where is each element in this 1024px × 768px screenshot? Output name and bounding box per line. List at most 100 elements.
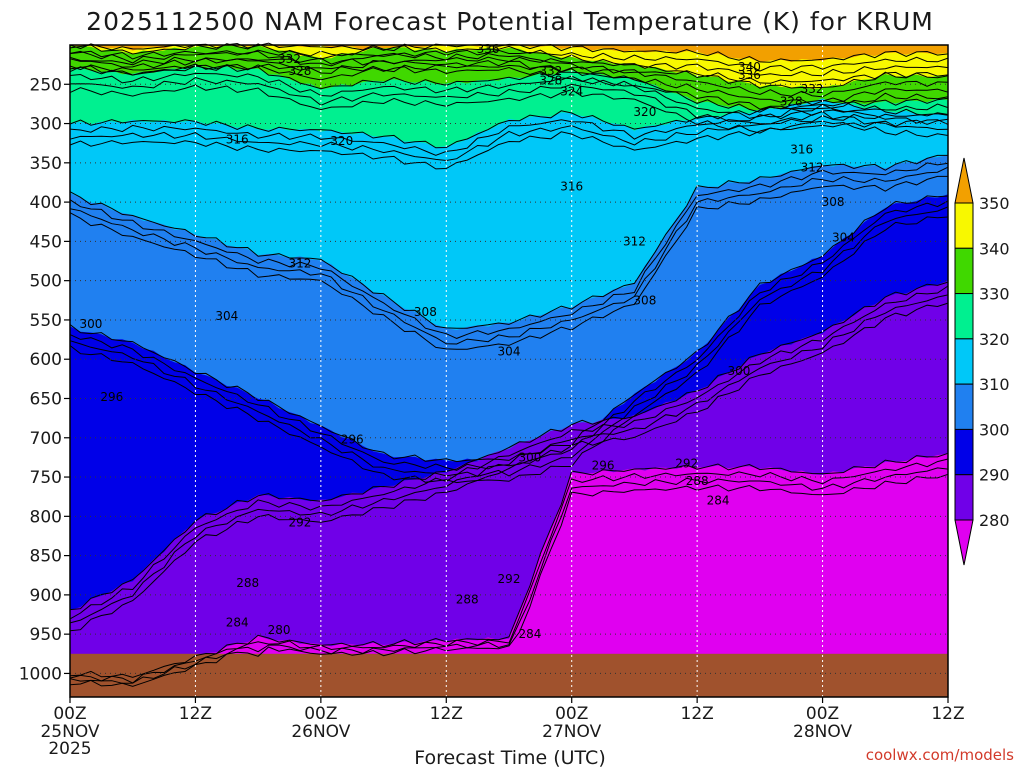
colorbar-segment-1 [954, 247, 974, 295]
contour-label-36: 288 [456, 593, 479, 607]
contour-label-9: 328 [780, 95, 803, 109]
contour-label-16: 308 [822, 195, 845, 209]
x-tick-time-0: 00Z [53, 704, 86, 724]
colorbar-label-290: 290 [979, 466, 1010, 485]
y-tick-label-450: 450 [30, 232, 62, 252]
plot-area [70, 45, 948, 698]
contour-line-300-0 [69, 195, 949, 463]
y-tick-label-850: 850 [30, 547, 62, 567]
y-tick-label-350: 350 [30, 154, 62, 174]
x-tick-date-2: 26NOV [291, 722, 350, 742]
y-tick-label-950: 950 [30, 625, 62, 645]
contour-label-6: 340 [738, 60, 761, 74]
contour-label-0: 336 [477, 42, 500, 56]
y-axis: 250 300 350 400 450 500 550 600 650 700 750 800 850 9… [19, 75, 70, 684]
colorbar-segment-3 [954, 338, 974, 385]
contour-line-280-1 [69, 458, 949, 684]
contour-label-39: 284 [518, 627, 541, 641]
x-tick-time-4: 00Z [555, 704, 588, 724]
contour-line-300-2 [69, 206, 949, 477]
contour-label-30: 292 [675, 457, 698, 471]
y-tick-label-400: 400 [30, 193, 62, 213]
contour-line-350-1 [69, 49, 949, 72]
x-tick-time-2: 00Z [304, 704, 337, 724]
x-tick-time-7: 12Z [931, 704, 964, 724]
contour-line-330-2 [69, 76, 949, 125]
colorbar-segment-5 [954, 428, 974, 476]
contour-line-310-0 [69, 154, 948, 329]
contour-label-10: 320 [633, 105, 656, 119]
x-tick-time-6: 00Z [806, 704, 839, 724]
x-axis-label: Forecast Time (UTC) [414, 747, 605, 768]
contour-label-28: 300 [518, 450, 541, 464]
contour-label-19: 312 [288, 256, 311, 270]
gridlines [69, 44, 949, 698]
y-tick-label-1000: 1000 [19, 664, 62, 684]
contour-line-320-0 [69, 99, 949, 149]
colorbar-bottom-arrow [954, 519, 974, 566]
contour-label-21: 308 [414, 305, 437, 319]
contour-label-33: 292 [288, 516, 311, 530]
y-tick-label-800: 800 [30, 507, 62, 527]
contour-line-280-2 [69, 467, 949, 684]
contour-label-8: 332 [801, 82, 824, 96]
contour-lines [69, 42, 949, 687]
y-tick-label-500: 500 [30, 272, 62, 292]
contour-label-26: 296 [100, 390, 123, 404]
contour-label-2: 328 [288, 64, 311, 78]
contour-label-38: 280 [268, 623, 291, 637]
colorbar-label-330: 330 [979, 285, 1010, 304]
contour-label-7: 336 [738, 68, 761, 82]
contour-line-330-0 [69, 63, 949, 113]
contour-line-310-3 [69, 175, 948, 350]
contour-line-320-1 [69, 103, 949, 156]
x-tick-time-1: 12Z [179, 704, 212, 724]
contour-line-310-2 [69, 166, 949, 345]
contour-label-4: 328 [539, 73, 562, 87]
colorbar-segment-0 [954, 202, 974, 249]
colorbar-label-350: 350 [979, 194, 1010, 213]
contour-label-15: 316 [560, 179, 583, 193]
contour-line-340-0 [69, 43, 949, 89]
x-tick-date-4: 27NOV [542, 722, 601, 742]
contour-line-340-3 [69, 64, 949, 110]
x-tick-time-3: 12Z [430, 704, 463, 724]
x-tick-date-0: 25NOV [40, 722, 99, 742]
colorbar-segment-4 [954, 383, 974, 430]
y-tick-label-550: 550 [30, 311, 62, 331]
contour-line-280-3 [69, 473, 949, 687]
contour-line-350-3 [69, 63, 949, 84]
contour-label-12: 320 [330, 134, 353, 148]
contour-label-35: 292 [498, 572, 521, 586]
plot-frame [69, 44, 949, 698]
contour-label-22: 304 [215, 309, 238, 323]
contour-line-340-1 [69, 50, 949, 98]
y-tick-label-300: 300 [30, 115, 62, 135]
contour-label-20: 308 [633, 293, 656, 307]
x-tick-year-0: 2025 [48, 739, 91, 759]
contour-line-340-2 [69, 57, 949, 106]
credit-text: coolwx.com/models [866, 746, 1014, 764]
chart-title: 2025112500 NAM Forecast Potential Temper… [86, 7, 934, 36]
colorbar: 350 340 330 320 310 300 290 280 [954, 157, 1010, 566]
y-tick-label-700: 700 [30, 429, 62, 449]
band-fill-280 [70, 453, 948, 697]
contour-label-17: 304 [832, 230, 855, 244]
contour-line-300-1 [69, 200, 949, 471]
contour-line-290-0 [69, 281, 949, 611]
contour-line-310-1 [69, 162, 949, 339]
contour-label-1: 332 [278, 52, 301, 66]
contour-label-34: 288 [236, 576, 259, 590]
contour-line-290-3 [69, 302, 949, 632]
x-tick-time-5: 12Z [681, 704, 714, 724]
contour-label-27: 296 [341, 432, 364, 446]
colorbar-segment-2 [954, 293, 974, 340]
x-tick-date-6: 28NOV [793, 722, 852, 742]
contour-label-14: 312 [801, 161, 824, 175]
colorbar-label-320: 320 [979, 330, 1010, 349]
contour-label-31: 288 [686, 474, 709, 488]
y-tick-label-900: 900 [30, 586, 62, 606]
y-tick-label-250: 250 [30, 75, 62, 95]
